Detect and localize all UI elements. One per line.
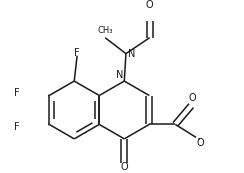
Text: N: N xyxy=(128,49,135,59)
Text: O: O xyxy=(121,162,128,172)
Text: O: O xyxy=(197,138,204,148)
Text: F: F xyxy=(14,122,20,132)
Text: N: N xyxy=(116,70,123,80)
Text: CH₃: CH₃ xyxy=(97,26,113,35)
Text: F: F xyxy=(74,48,80,58)
Text: O: O xyxy=(188,93,196,103)
Text: O: O xyxy=(146,0,153,10)
Text: F: F xyxy=(14,88,20,98)
